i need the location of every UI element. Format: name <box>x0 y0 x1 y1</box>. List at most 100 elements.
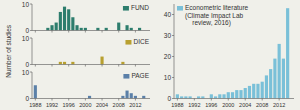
legend-label: PAGE <box>131 72 149 79</box>
y-tick <box>30 64 32 65</box>
bar <box>197 96 200 98</box>
x-tick <box>68 65 69 67</box>
y-tick-label: 10 <box>22 35 30 42</box>
x-axis-line <box>32 98 150 99</box>
x-tick-label: 1996 <box>205 102 217 108</box>
x-tick <box>279 99 280 101</box>
bar <box>71 17 74 30</box>
bar <box>142 96 145 99</box>
y-tick-label: 0 <box>25 27 29 34</box>
y-tick <box>30 4 32 5</box>
bar <box>252 84 255 99</box>
x-tick <box>135 99 136 101</box>
panel: 1988199219962000200420082012010PAGE <box>22 69 150 108</box>
bar <box>278 44 281 99</box>
y-axis-line <box>32 4 33 31</box>
bar <box>286 8 289 98</box>
bar <box>231 92 234 98</box>
bar <box>126 25 129 30</box>
bar <box>176 94 179 98</box>
y-tick <box>172 56 174 57</box>
x-tick <box>52 31 53 33</box>
bar <box>282 59 285 99</box>
x-tick <box>85 65 86 67</box>
legend-label: DICE <box>133 38 149 45</box>
x-tick <box>85 99 86 101</box>
x-tick-label: 2000 <box>222 102 234 108</box>
y-tick-label: 30 <box>164 32 172 39</box>
legend-line: review, 2016) <box>185 19 231 27</box>
background <box>0 0 300 110</box>
x-tick <box>52 99 53 101</box>
legend: FUND <box>123 4 149 11</box>
x-tick-label: 1988 <box>171 102 183 108</box>
bar <box>50 25 53 30</box>
y-tick <box>30 38 32 39</box>
x-tick-label: 2012 <box>129 102 141 108</box>
x-tick <box>68 99 69 101</box>
x-tick-label: 2008 <box>256 102 268 108</box>
x-tick <box>118 65 119 67</box>
bar <box>63 7 66 31</box>
bar <box>130 28 133 31</box>
legend-swatch <box>125 40 131 45</box>
bar <box>46 28 49 31</box>
bar <box>71 62 74 65</box>
x-tick-label: 2008 <box>113 102 125 108</box>
bar <box>201 96 204 98</box>
legend-line: DICE <box>133 38 149 45</box>
y-tick-label: 0 <box>167 95 171 102</box>
chart: 010FUND010Number of studiesDICE198819921… <box>0 0 300 110</box>
bar <box>189 96 192 98</box>
bar <box>59 62 62 65</box>
bar <box>222 94 225 98</box>
bar <box>67 9 70 30</box>
bars <box>176 8 289 98</box>
legend: Econometric literature(Climate Impact La… <box>177 4 249 27</box>
bar <box>218 94 221 98</box>
legend-label: Econometric literature(Climate Impact La… <box>185 4 249 27</box>
bar <box>96 28 99 31</box>
bar <box>235 90 238 98</box>
x-tick-label: 2000 <box>79 102 91 108</box>
x-tick <box>135 65 136 67</box>
y-tick-label: 20 <box>164 53 172 60</box>
x-tick <box>102 65 103 67</box>
x-tick <box>35 65 36 67</box>
bar <box>100 57 103 65</box>
x-tick <box>102 99 103 101</box>
y-tick-label: 40 <box>164 11 172 18</box>
bar <box>210 94 213 98</box>
legend-line: PAGE <box>131 72 149 79</box>
bar <box>84 28 87 31</box>
y-tick-label: 0 <box>25 61 29 68</box>
bar <box>244 88 247 99</box>
bar <box>273 59 276 99</box>
bar <box>184 96 187 98</box>
y-tick <box>172 98 174 99</box>
y-axis-line <box>32 72 33 99</box>
bar <box>117 23 120 31</box>
legend-line: FUND <box>131 4 149 11</box>
bar <box>34 85 37 98</box>
x-tick <box>262 99 263 101</box>
bar <box>80 28 83 31</box>
x-tick-label: 1996 <box>63 102 75 108</box>
bar <box>261 82 264 99</box>
x-tick <box>194 99 195 101</box>
bar <box>269 69 272 98</box>
x-tick <box>211 99 212 101</box>
bar <box>105 28 108 31</box>
bar <box>138 28 141 31</box>
x-tick <box>35 99 36 101</box>
y-tick-label: 10 <box>22 1 30 8</box>
panel: 1988199219962000200420082012010203040Eco… <box>164 4 294 108</box>
bars <box>46 7 141 31</box>
y-tick <box>172 77 174 78</box>
y-tick-label: 10 <box>164 74 172 81</box>
bar <box>134 96 137 99</box>
bar <box>121 96 124 99</box>
x-axis-line <box>32 30 150 31</box>
x-tick-label: 2004 <box>96 102 108 108</box>
x-tick <box>118 99 119 101</box>
